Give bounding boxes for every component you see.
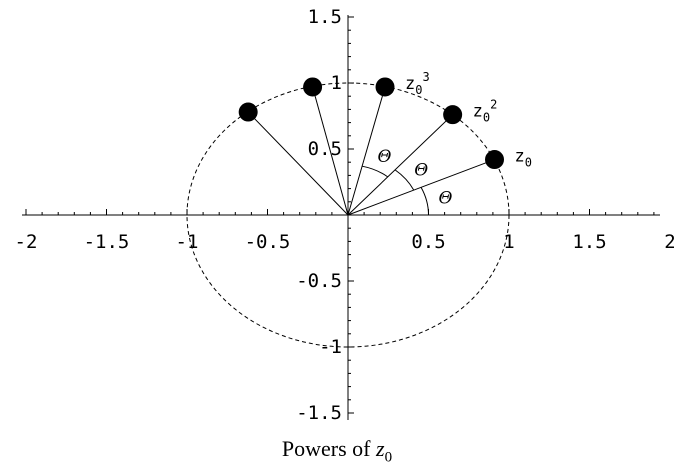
power-point [485,150,505,170]
x-tick-label: -2 [15,231,38,253]
angle-arc [394,169,415,191]
tick-label-layer: -2 -1.5 -1 -0.5 0.5 1 1.5 2 1.5 1 0.5 -0.5 -1 -1.5 [15,6,674,424]
y-tick-label: -1 [319,336,342,358]
power-point [443,105,463,125]
x-tick-label: 2 [664,231,674,253]
ray-line [347,86,386,216]
ray-line [312,86,349,216]
angle-arc [420,187,429,216]
angle-layer: ΘΘΘ [362,147,453,216]
power-point [375,77,395,97]
ray-line [247,111,349,216]
power-point [303,77,323,97]
power-point-label: z03 [405,70,430,97]
y-tick-label: 0.5 [308,138,342,160]
ray-layer [247,86,495,216]
x-tick-label: 0.5 [411,231,445,253]
power-point-label: z02 [473,98,498,125]
angle-label: Θ [378,147,392,167]
angle-label: Θ [414,161,428,181]
chart-caption: Powers of z0 [281,436,393,466]
x-tick-label: -0.5 [245,231,291,253]
unit-circle [186,82,510,348]
y-tick-label: 1 [331,72,342,94]
unit-circle-layer [186,82,510,348]
y-tick-label: -0.5 [296,270,342,292]
y-tick-label: -1.5 [296,402,342,424]
x-tick-label: -1.5 [84,231,130,253]
angle-label: Θ [439,188,453,208]
angle-arc [362,165,389,178]
y-tick-label: 1.5 [308,6,342,28]
point-layer: z0 z02 z03 [238,70,532,170]
ray-line [347,114,453,216]
x-tick-label: -1 [176,231,199,253]
power-point [238,102,258,122]
x-tick-label: 1 [503,231,514,253]
power-point-label: z0 [515,147,532,170]
x-tick-label: 1.5 [572,231,606,253]
